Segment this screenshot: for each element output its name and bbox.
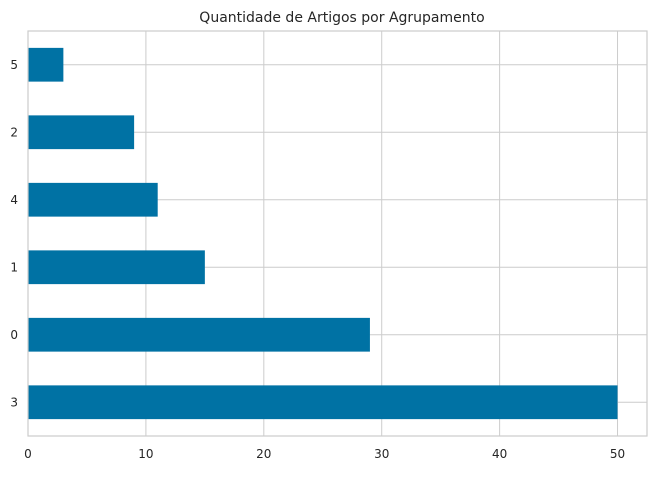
chart-title: Quantidade de Artigos por Agrupamento xyxy=(199,10,484,26)
y-tick-label-0: 0 xyxy=(10,328,18,342)
x-tick-label-0: 0 xyxy=(24,447,32,461)
bar-4 xyxy=(28,182,158,217)
bar-5 xyxy=(28,47,64,82)
x-tick-label-2: 20 xyxy=(256,447,271,461)
grid-layer xyxy=(27,31,647,436)
bar-3 xyxy=(28,385,618,420)
y-tick-label-2: 2 xyxy=(10,125,18,139)
y-tick-label-3: 3 xyxy=(10,395,18,409)
y-tick-label-4: 4 xyxy=(10,193,18,207)
x-tick-label-4: 40 xyxy=(492,447,507,461)
y-tick-labels: 3 0 1 4 2 5 xyxy=(10,58,18,410)
plot-frame xyxy=(27,30,648,437)
y-tick-label-1: 1 xyxy=(10,260,18,274)
x-tick-labels: 0 10 20 30 40 50 xyxy=(24,447,625,461)
x-tick-label-5: 50 xyxy=(610,447,625,461)
y-tick-label-5: 5 xyxy=(10,58,18,72)
x-tick-label-1: 10 xyxy=(138,447,153,461)
bars-layer xyxy=(28,47,618,420)
bar-1 xyxy=(28,250,205,285)
x-tick-label-3: 30 xyxy=(374,447,389,461)
bar-0 xyxy=(28,317,370,352)
bar-2 xyxy=(28,115,135,150)
